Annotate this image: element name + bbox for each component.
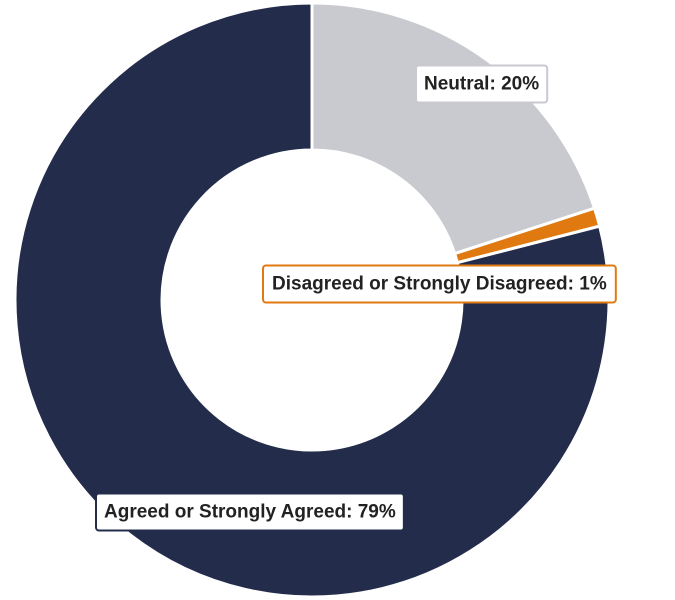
slice-label-disagreed: Disagreed or Strongly Disagreed: 1%	[262, 264, 617, 304]
slice-label-neutral: Neutral: 20%	[415, 64, 549, 104]
slice-label-box	[415, 64, 549, 104]
slice-label-box	[95, 492, 405, 532]
slice-neutral	[310, 1, 597, 256]
slice-label-agreed: Agreed or Strongly Agreed: 79%	[95, 492, 405, 532]
slice-label-box	[262, 264, 617, 304]
slice-label-text: Disagreed or Strongly Disagreed: 1%	[272, 274, 607, 295]
slice-label-text: Neutral: 20%	[424, 74, 539, 95]
slices-layer	[13, 1, 611, 599]
slice-agreed	[13, 1, 611, 599]
slice-label-text: Agreed or Strongly Agreed: 79%	[104, 502, 396, 523]
labels-layer: Neutral: 20% Disagreed or Strongly Disag…	[95, 64, 617, 532]
